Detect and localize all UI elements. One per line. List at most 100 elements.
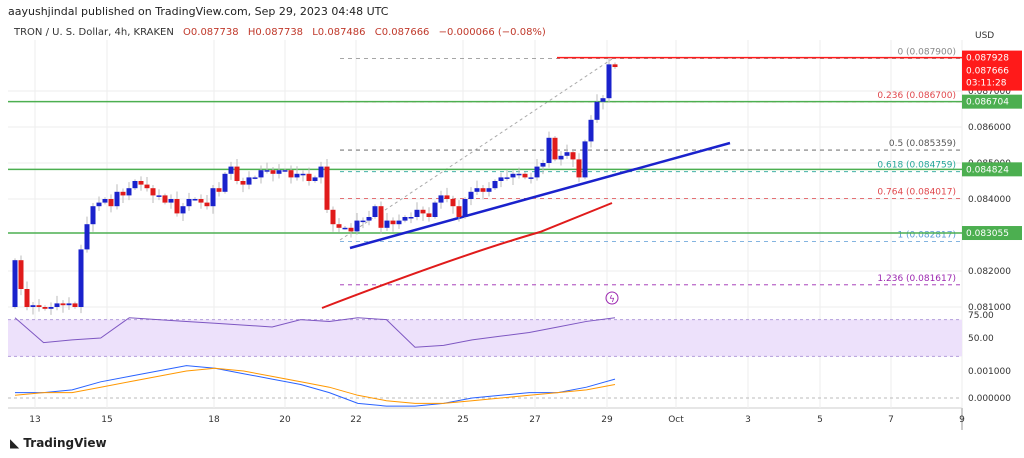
candle-body <box>384 220 390 228</box>
candle-body <box>588 119 594 142</box>
candle-body <box>282 170 288 172</box>
candle-body <box>348 227 354 232</box>
x-tick-label: 3 <box>745 415 751 425</box>
candle-body <box>378 206 384 228</box>
candle-body <box>120 191 126 196</box>
resistance-label: 0.087928 <box>966 54 1009 64</box>
fib-level-label: 1 (0.082817) <box>897 231 956 241</box>
candle-body <box>570 152 576 160</box>
fib-level-label: 0.5 (0.085359) <box>889 139 956 149</box>
candle-body <box>114 191 120 207</box>
candle-body <box>456 206 462 217</box>
candle-body <box>342 227 348 230</box>
candle-body <box>270 170 276 174</box>
candle-body <box>168 199 174 203</box>
candle-body <box>288 170 294 178</box>
candle-body <box>600 98 606 102</box>
candle-body <box>276 170 282 174</box>
candle-body <box>294 173 300 178</box>
candle-body <box>246 177 252 185</box>
candle-body <box>594 101 600 120</box>
fib-level-label: 0.618 (0.084759) <box>877 161 956 171</box>
candle-body <box>438 195 444 203</box>
candle-body <box>222 173 228 192</box>
fib-diagonal <box>339 58 613 241</box>
candle-body <box>36 305 42 307</box>
symbol-legend: TRON / U. S. Dollar, 4h, KRAKEN O0.08773… <box>14 27 546 38</box>
x-tick-label: 13 <box>29 415 40 425</box>
high-value: H0.087738 <box>247 27 304 38</box>
candle-body <box>324 166 330 210</box>
candle-body <box>510 173 516 178</box>
candle-body <box>414 209 420 217</box>
price-tag <box>962 226 1022 241</box>
candle-body <box>90 206 96 225</box>
last-price-label: 0.087666 <box>966 67 1009 77</box>
fib-level-label: 0.764 (0.084017) <box>877 187 956 197</box>
candle-body <box>150 188 156 196</box>
candle-body <box>42 307 48 309</box>
candle-body <box>204 202 210 207</box>
candle-body <box>486 188 492 192</box>
fib-level-label: 0 (0.087900) <box>897 48 956 58</box>
macd-tick: 0.000000 <box>968 394 1011 404</box>
close-value: C0.087666 <box>374 27 430 38</box>
candle-body <box>576 159 582 178</box>
candle-body <box>258 170 264 178</box>
candle-body <box>48 307 54 309</box>
x-tick-label: 7 <box>888 415 894 425</box>
candle-body <box>402 217 408 221</box>
candle-body <box>396 220 402 225</box>
candle-body <box>444 195 450 199</box>
y-tick-label: 0.082000 <box>968 267 1011 277</box>
candle-body <box>24 289 30 307</box>
candle-body <box>60 303 66 306</box>
fib-level-label: 0.236 (0.086700) <box>877 91 956 101</box>
rsi-line <box>14 317 616 348</box>
candle-body <box>300 173 306 176</box>
candle-body <box>612 64 618 68</box>
x-tick-label: 9 <box>959 415 965 425</box>
candle-body <box>564 152 570 156</box>
candle-body <box>558 155 564 160</box>
candle-body <box>198 199 204 203</box>
lightning-glyph: ϟ <box>609 295 615 305</box>
logo-icon: ◣ <box>10 436 24 450</box>
x-tick-label: 22 <box>350 415 361 425</box>
macd-tick: 0.001000 <box>968 367 1011 377</box>
candle-body <box>108 199 114 207</box>
candle-body <box>468 191 474 199</box>
candle-body <box>390 220 396 225</box>
candle-body <box>354 220 360 232</box>
candle-body <box>426 213 432 217</box>
candle-body <box>144 184 150 189</box>
candle-body <box>540 163 546 167</box>
candle-body <box>516 173 522 176</box>
tradingview-logo[interactable]: ◣ TradingView <box>10 436 107 450</box>
candle-body <box>174 199 180 214</box>
candle-body <box>12 260 18 307</box>
candle-body <box>372 206 378 217</box>
candle-body <box>318 166 324 178</box>
candle-body <box>66 303 72 306</box>
candle-body <box>210 188 216 207</box>
candle-body <box>132 181 138 189</box>
candle-body <box>432 202 438 217</box>
alert-lightning-icon <box>605 291 619 305</box>
candle-body <box>582 141 588 178</box>
y-tick-label: 0.084000 <box>968 195 1011 205</box>
candle-body <box>474 188 480 192</box>
candle-body <box>252 177 258 179</box>
rsi-tick: 50.00 <box>968 334 994 344</box>
x-tick-label: 15 <box>101 415 112 425</box>
candle-body <box>408 217 414 219</box>
moving-average-line <box>321 202 613 309</box>
candle-body <box>240 181 246 185</box>
price-tag <box>962 94 1022 109</box>
x-tick-label: 27 <box>529 415 540 425</box>
x-tick-label: Oct <box>668 415 684 425</box>
candle-body <box>18 260 24 289</box>
candle-body <box>522 173 528 178</box>
candle-body <box>138 181 144 185</box>
